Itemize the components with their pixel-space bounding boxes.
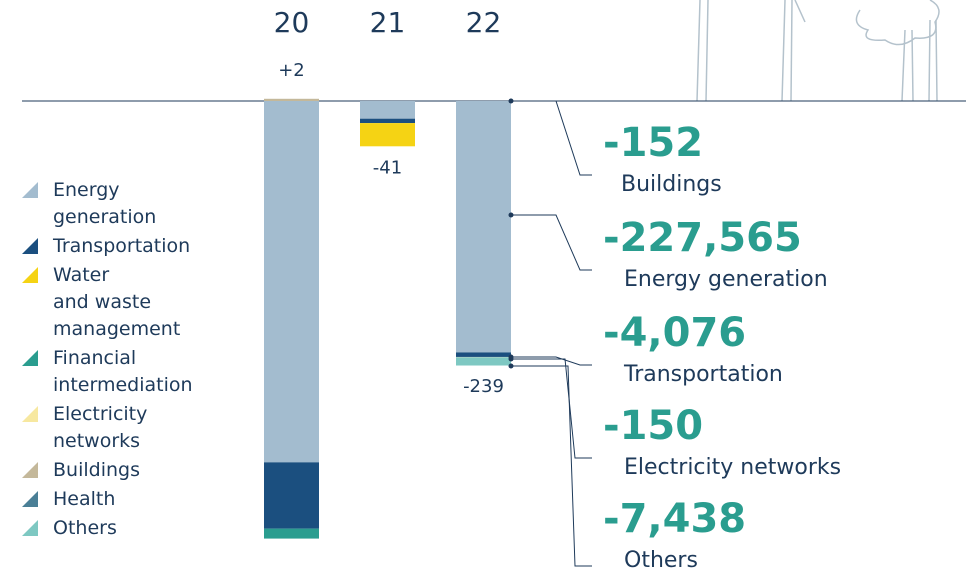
- legend-item: Transportation: [22, 233, 222, 260]
- legend-swatch: [22, 406, 38, 422]
- bar-segment: [264, 462, 319, 529]
- legend-swatch: [22, 350, 38, 366]
- callout-value: -4,076: [603, 310, 746, 356]
- legend-swatch: [22, 238, 38, 254]
- callout-name: Buildings: [621, 172, 722, 197]
- callout-name: Electricity networks: [624, 455, 841, 480]
- callout-line: [511, 365, 592, 567]
- total-label: +2: [278, 60, 305, 81]
- decoration: [696, 0, 940, 102]
- legend-triangle: [22, 406, 38, 422]
- bar-segment: [264, 101, 319, 463]
- legend-triangle: [22, 182, 38, 198]
- callout-name: Others: [624, 548, 698, 573]
- legend-item: Buildings: [22, 457, 222, 484]
- legend-label: Others: [53, 517, 117, 539]
- legend-triangle: [22, 491, 38, 507]
- legend-item: Energy generation: [22, 177, 222, 231]
- bar-segment: [360, 101, 415, 119]
- legend-label: Transportation: [53, 235, 191, 257]
- bar-segment: [456, 101, 511, 353]
- legend-swatch: [22, 462, 38, 478]
- legend-item: Financial intermediation: [22, 345, 222, 399]
- legend-label: Electricity networks: [53, 403, 148, 452]
- category-label: 21: [370, 6, 406, 39]
- legend-swatch: [22, 520, 38, 536]
- category-label: 22: [466, 6, 502, 39]
- legend-label: Health: [53, 488, 116, 510]
- callout-line: [511, 358, 592, 459]
- legend-triangle: [22, 238, 38, 254]
- legend-triangle: [22, 267, 38, 283]
- bar-segment: [360, 118, 415, 124]
- legend-triangle: [22, 350, 38, 366]
- callout-line: [511, 214, 592, 271]
- callout-value: -152: [603, 120, 703, 166]
- callout-name: Energy generation: [624, 267, 828, 292]
- total-label: -239: [463, 376, 504, 397]
- legend-item: Electricity networks: [22, 401, 222, 455]
- callout-line: [511, 100, 592, 176]
- callout-value: -150: [603, 403, 703, 449]
- callout-dot: [508, 363, 514, 369]
- callout-dot: [508, 98, 514, 104]
- callout-name: Transportation: [623, 362, 783, 387]
- callout-value: -7,438: [603, 496, 746, 542]
- legend-label: Energy generation: [53, 179, 157, 228]
- bar-segment: [456, 357, 511, 366]
- bar-segment: [456, 352, 511, 357]
- callout-dot: [508, 212, 514, 218]
- legend-triangle: [22, 520, 38, 536]
- callout-line: [511, 356, 592, 366]
- legend-item: Health: [22, 486, 222, 513]
- legend-swatch: [22, 267, 38, 283]
- legend-swatch: [22, 491, 38, 507]
- total-label: -41: [373, 157, 402, 178]
- legend-label: Buildings: [53, 459, 140, 481]
- legend-triangle: [22, 462, 38, 478]
- legend-label: Water and waste management: [53, 264, 181, 340]
- callout-dot: [508, 356, 514, 362]
- legend-item: Water and waste management: [22, 262, 222, 343]
- legend-label: Financial intermediation: [53, 347, 193, 396]
- legend: Energy generation Transportation Water and…: [22, 177, 222, 544]
- bar-segment: [264, 528, 319, 539]
- callout-value: -227,565: [603, 215, 802, 261]
- category-label: 20: [274, 6, 310, 39]
- legend-item: Others: [22, 515, 222, 542]
- legend-swatch: [22, 182, 38, 198]
- bar-segment: [360, 123, 415, 147]
- bar-segment: [264, 98, 319, 101]
